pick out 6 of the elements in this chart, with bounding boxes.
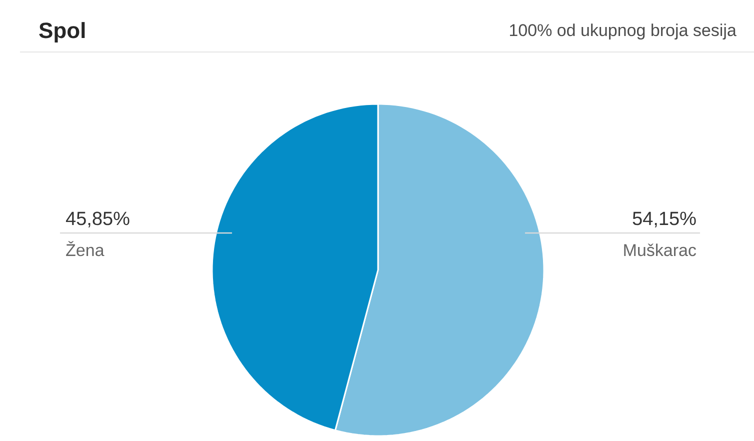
data-label: 45,85% [66,212,130,228]
data-label: 54,15% [632,212,696,228]
chart-title: Spol [39,22,85,43]
slice-label: Muškarac [624,244,696,256]
chart-subtitle: 100% od ukupnog broja sesija [510,24,736,40]
slice-label: Žena [66,241,104,256]
